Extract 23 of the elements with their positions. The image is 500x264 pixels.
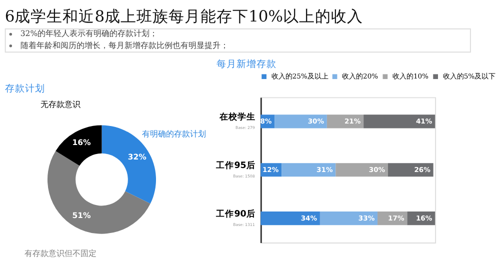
text: 随着年龄和阅历的增长，每月新增存款比例也有明显提升； — [20, 40, 228, 50]
text: 6成学生和近8成上班族每月能存下10%以上的收入 — [4, 8, 364, 26]
bar — [282, 163, 336, 177]
bar — [320, 212, 378, 226]
text: 32%的年轻人表示有明确的存款计划； — [20, 29, 158, 38]
slice-label: 无存款意识 — [40, 100, 80, 109]
bar — [336, 163, 388, 177]
chart-title: 存款计划 — [4, 82, 45, 94]
slice-label: 有明确的存款计划 — [142, 130, 206, 139]
bar — [388, 163, 434, 177]
bar — [274, 114, 327, 128]
y-tick-label: 工作95后 — [215, 160, 256, 171]
y-tick-label: 在校学生 — [218, 111, 256, 122]
data-label: 16% — [72, 138, 91, 148]
chart-title: 每月新增存款 — [216, 58, 277, 70]
bar — [260, 212, 320, 226]
y-tick-label: 工作90后 — [215, 208, 256, 220]
donut-slice — [48, 150, 150, 234]
data-label: 51% — [72, 210, 91, 220]
slice-label: 有存款意识但不固定 — [24, 249, 96, 258]
bar — [364, 114, 436, 128]
donut-slice — [56, 125, 102, 166]
data-label: 32% — [128, 152, 147, 162]
